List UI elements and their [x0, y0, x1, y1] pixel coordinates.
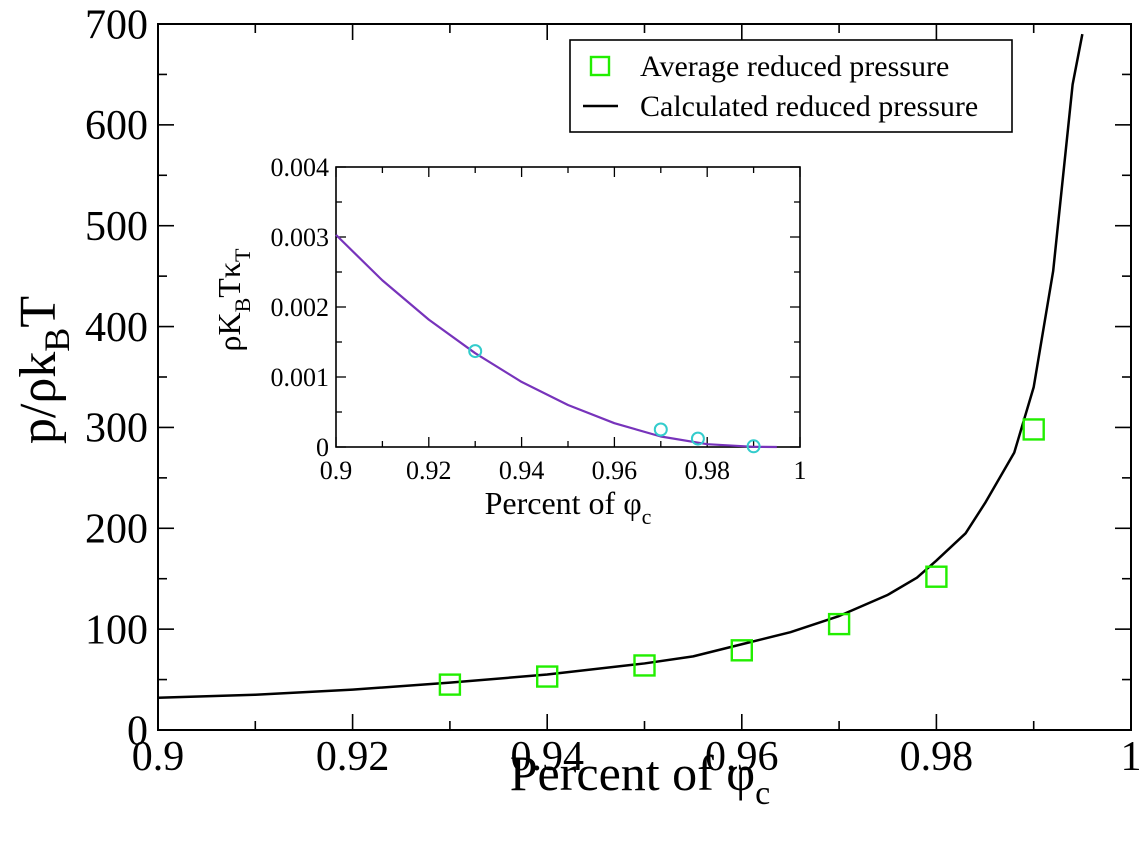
legend: Average reduced pressure Calculated reduc… [570, 40, 1012, 132]
main-y-tick-label: 500 [85, 204, 148, 250]
inset-y-tick-label: 0.003 [271, 223, 330, 252]
main-x-tick-label: 1 [1121, 734, 1140, 780]
main-y-tick-label: 200 [85, 507, 148, 553]
inset-y-tick-label: 0.001 [271, 363, 330, 392]
x-axis-label-main: Percent of φ [510, 745, 755, 801]
inset-x-tick-label: 0.96 [592, 456, 638, 485]
inset-y-axis-label-mid: Tκ [211, 262, 247, 298]
inset-y-axis-label-subscript-2: T [230, 248, 255, 262]
inset-x-axis-label-subscript: c [642, 504, 652, 529]
inset-y-tick-label: 0 [316, 433, 329, 462]
y-axis-label-tail: T [10, 296, 67, 328]
x-axis-label-subscript: c [755, 775, 770, 812]
inset-y-axis-label-main: ρK [211, 312, 247, 351]
main-y-tick-label: 700 [85, 2, 148, 48]
y-axis-label-main: p/ρk [10, 352, 67, 444]
inset-x-axis-label-main: Percent of φ [485, 485, 642, 521]
inset-y-tick-label: 0.004 [271, 153, 330, 182]
legend-label-average: Average reduced pressure [640, 50, 949, 83]
main-y-tick-label: 0 [127, 708, 148, 754]
inset-x-tick-label: 0.92 [406, 456, 452, 485]
main-y-tick-label: 300 [85, 406, 148, 452]
inset-y-axis-label-subscript: B [230, 298, 255, 313]
main-y-tick-label: 600 [85, 103, 148, 149]
inset-x-tick-label: 0.94 [499, 456, 545, 485]
main-y-tick-label: 100 [85, 607, 148, 653]
main-y-tick-label: 400 [85, 305, 148, 351]
legend-label-calculated: Calculated reduced pressure [640, 90, 978, 123]
inset-x-tick-label: 1 [794, 456, 807, 485]
y-axis-label-subscript: B [37, 328, 77, 352]
main-x-tick-label: 0.98 [900, 734, 974, 780]
main-x-tick-label: 0.92 [316, 734, 390, 780]
inset-y-tick-label: 0.002 [271, 293, 330, 322]
y-axis-label: p/ρkBT [10, 296, 77, 444]
inset-x-tick-label: 0.98 [684, 456, 730, 485]
